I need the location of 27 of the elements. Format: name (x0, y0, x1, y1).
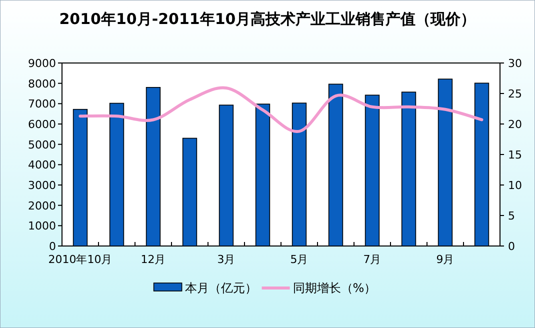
y2-tick-label: 10 (508, 179, 522, 192)
y2-tick-label: 20 (508, 118, 522, 131)
y-tick-label: 5000 (28, 138, 56, 152)
y2-tick-label: 25 (508, 88, 522, 100)
x-tick-label: 2010年10月 (48, 253, 112, 266)
y-tick-label: 4000 (28, 158, 56, 172)
y-tick-label: 0 (49, 240, 56, 253)
y2-tick-label: 5 (508, 210, 515, 222)
line-series (78, 86, 484, 134)
y-tick-label: 8000 (28, 77, 56, 90)
y-tick-label: 6000 (28, 118, 56, 131)
x-tick-label: 12月 (140, 253, 166, 266)
legend-label: 同期增长（%） (292, 281, 376, 295)
y2-tick-label: 0 (508, 240, 515, 253)
y2-tick-label: 15 (508, 148, 522, 162)
y2-tick-label: 30 (508, 57, 522, 70)
y-tick-label: 7000 (28, 98, 56, 111)
y-tick-label: 3000 (28, 179, 56, 192)
y-tick-label: 1000 (28, 220, 56, 233)
x-tick-label: 5月 (290, 253, 308, 266)
x-tick-label: 3月 (217, 253, 236, 266)
chart-title: 2010年10月-2011年10月高技术产业工业销售产值（现价） (59, 10, 476, 28)
y-tick-label: 2000 (28, 199, 56, 212)
y-tick-label: 9000 (28, 57, 56, 70)
legend-label: 本月（亿元） (184, 281, 257, 295)
x-tick-label: 7月 (363, 253, 382, 266)
x-tick-label: 9月 (436, 253, 454, 266)
